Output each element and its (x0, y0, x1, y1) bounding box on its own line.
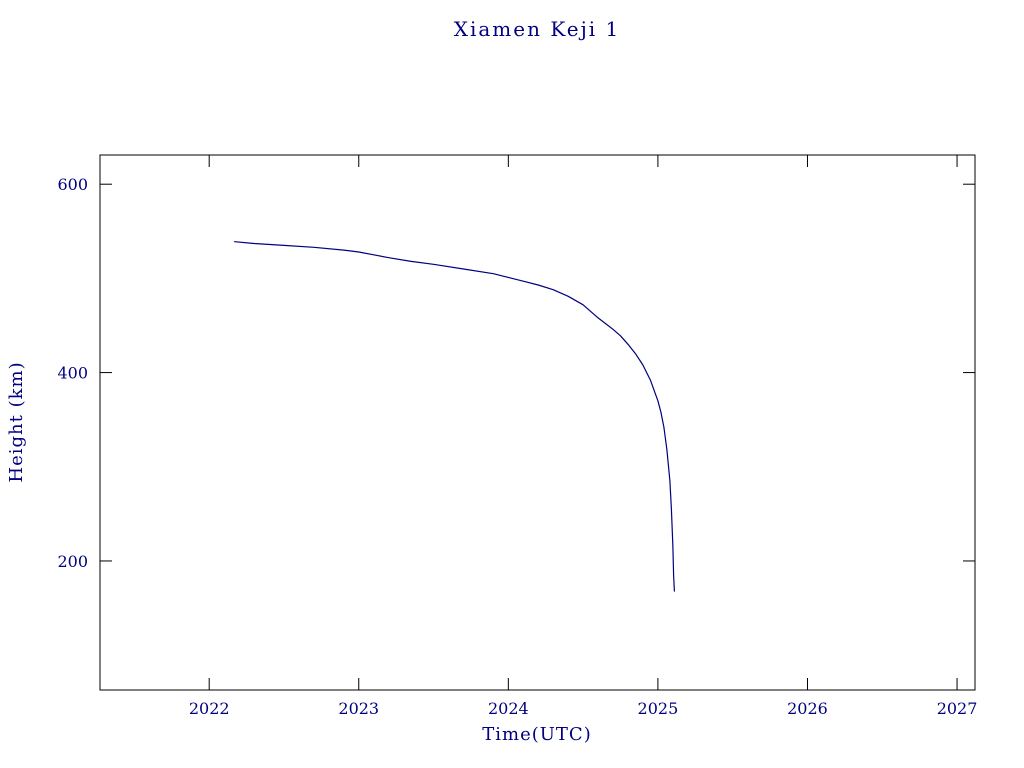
y-tick-label: 200 (57, 552, 88, 571)
x-tick-label: 2024 (488, 699, 529, 718)
decay-curve-orbital-height-km (234, 241, 676, 592)
x-axis-label: Time(UTC) (482, 724, 591, 745)
y-axis-label: Height (km) (6, 361, 27, 482)
x-tick-label: 2025 (638, 699, 679, 718)
plot-frame (99, 154, 976, 691)
x-tick-label: 2026 (787, 699, 828, 718)
chart-title: Xiamen Keji 1 (454, 17, 621, 41)
x-tick-label: 2022 (189, 699, 230, 718)
x-tick-label: 2023 (338, 699, 379, 718)
x-tick-label: 2027 (937, 699, 978, 718)
y-tick-label: 600 (57, 175, 88, 194)
y-tick-label: 400 (57, 364, 88, 383)
